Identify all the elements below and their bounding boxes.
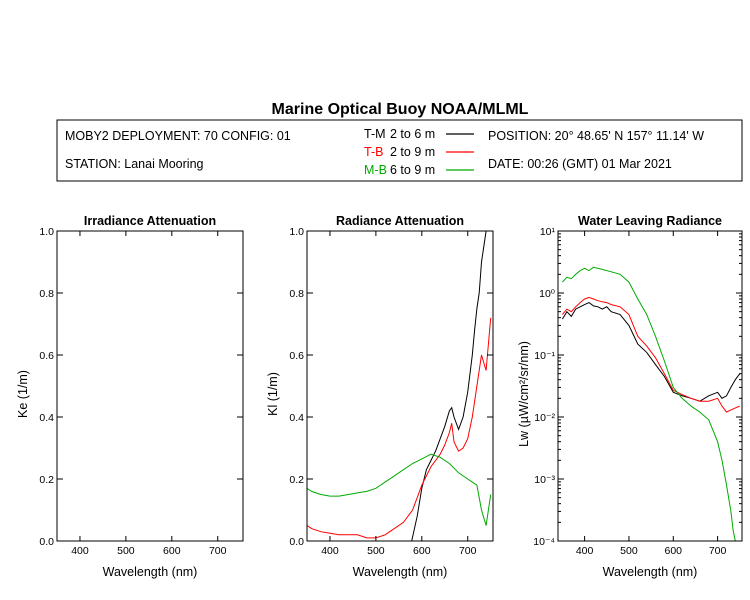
info-box-border [56, 119, 743, 182]
y-tick-label: 0.4 [289, 412, 304, 424]
position-text: POSITION: 20° 48.65' N 157° 11.14' W [488, 129, 704, 143]
deployment-text: MOBY2 DEPLOYMENT: 70 CONFIG: 01 [65, 129, 291, 143]
y-tick-label: 10⁻³ [534, 474, 555, 486]
x-tick-label: 600 [413, 545, 431, 557]
series-line-t-m [411, 231, 487, 541]
y-tick-label: 10¹ [540, 226, 556, 238]
figure-title: Marine Optical Buoy NOAA/MLML [272, 101, 529, 118]
series-group [307, 231, 492, 541]
radiance-attenuation-panel: Radiance Attenuation 400 500 600 700 0.0 0.2 0.… [266, 214, 494, 579]
y-axis-label: Kl (1/m) [266, 372, 280, 416]
plot-frame [557, 230, 743, 542]
legend-code-m-b: M-B [364, 163, 387, 177]
y-tick-label: 0.2 [289, 474, 304, 486]
y-tick-label: 1.0 [289, 226, 304, 238]
y-tick-label: 0.6 [39, 350, 54, 362]
y-tick-label: 0.2 [39, 474, 54, 486]
date-text: DATE: 00:26 (GMT) 01 Mar 2021 [488, 157, 672, 171]
y-tick-label: 10⁻¹ [534, 350, 555, 362]
irradiance-attenuation-panel: Irradiance Attenuation 400 500 600 700 0.0 0.2… [16, 214, 244, 579]
series-line-t-m [561, 302, 741, 402]
plot-frame [56, 230, 244, 542]
station-text: STATION: Lanai Mooring [65, 157, 204, 171]
y-axis-label: Ke (1/m) [16, 370, 30, 418]
series-line-t-b [307, 317, 492, 539]
x-tick-label: 400 [576, 545, 594, 557]
panel-title: Irradiance Attenuation [84, 214, 216, 228]
y-tick-label: 10⁰ [539, 288, 556, 300]
y-axis-label: Lw (µW/cm²/sr/nm) [517, 341, 531, 447]
y-tick-label: 0.4 [39, 412, 54, 424]
legend-code-t-b: T-B [364, 145, 383, 159]
x-tick-label: 500 [367, 545, 385, 557]
y-tick-label: 10⁻² [534, 412, 555, 424]
x-tick-label: 400 [321, 545, 339, 557]
x-tick-label: 700 [209, 545, 227, 557]
x-tick-label: 700 [459, 545, 477, 557]
y-tick-label: 0.0 [289, 536, 304, 548]
legend-range-t-m: 2 to 6 m [390, 127, 435, 141]
y-tick-label: 0.8 [39, 288, 54, 300]
legend: T-M 2 to 6 m T-B 2 to 9 mM-B 6 to 9 m [364, 127, 474, 177]
x-tick-label: 600 [665, 545, 683, 557]
legend-range-m-b: 6 to 9 m [390, 163, 435, 177]
y-tick-label: 0.0 [39, 536, 54, 548]
legend-code-t-m: T-M [364, 127, 386, 141]
y-tick-label: 0.6 [289, 350, 304, 362]
x-tick-label: 400 [71, 545, 89, 557]
x-axis-label: Wavelength (nm) [603, 565, 698, 579]
y-tick-label: 1.0 [39, 226, 54, 238]
x-axis-label: Wavelength (nm) [103, 565, 198, 579]
x-tick-label: 600 [163, 545, 181, 557]
x-tick-label: 500 [620, 545, 638, 557]
water-leaving-radiance-panel: Water Leaving Radiance 400 500 600 700 10⁻⁴ 10… [517, 214, 743, 579]
legend-range-t-b: 2 to 9 m [390, 145, 435, 159]
series-line-m-b [562, 266, 736, 541]
series-line-m-b [307, 453, 492, 526]
y-tick-label: 10⁻⁴ [533, 536, 555, 548]
info-box: MOBY2 DEPLOYMENT: 70 CONFIG: 01 STATION:… [56, 119, 743, 182]
x-tick-label: 700 [709, 545, 727, 557]
y-tick-label: 0.8 [289, 288, 304, 300]
series-line-t-b [562, 296, 740, 413]
plot-frame [306, 230, 494, 542]
panel-title: Radiance Attenuation [336, 214, 464, 228]
x-tick-label: 500 [117, 545, 135, 557]
panel-title: Water Leaving Radiance [578, 214, 722, 228]
x-axis-label: Wavelength (nm) [353, 565, 448, 579]
series-group [561, 266, 741, 541]
